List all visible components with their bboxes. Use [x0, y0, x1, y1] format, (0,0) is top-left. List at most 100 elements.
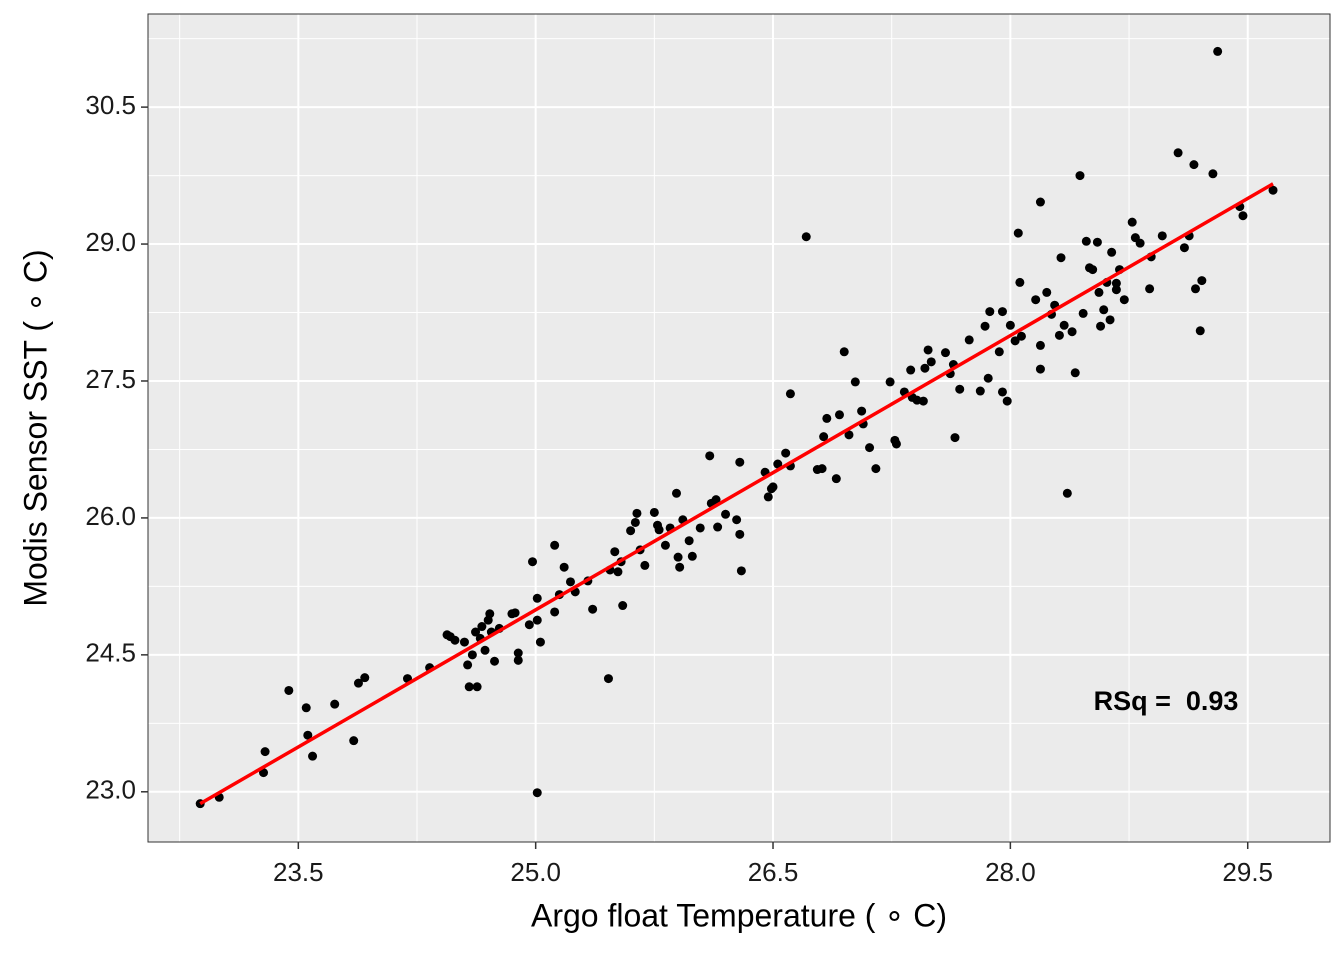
point	[822, 413, 832, 423]
point	[1042, 287, 1052, 297]
point	[1191, 284, 1201, 294]
point	[1145, 284, 1155, 294]
point	[1010, 336, 1020, 346]
point	[736, 566, 746, 576]
point	[450, 635, 460, 645]
point	[513, 655, 523, 665]
y-tick-label: 30.5	[85, 90, 136, 120]
y-tick-label: 26.0	[85, 501, 136, 531]
point	[618, 601, 628, 611]
point	[480, 645, 490, 655]
point	[464, 682, 474, 692]
point	[1135, 238, 1145, 248]
point	[955, 384, 965, 394]
point	[834, 410, 844, 420]
point	[695, 523, 705, 533]
point	[513, 648, 523, 658]
point	[532, 615, 542, 625]
point	[471, 627, 481, 637]
y-axis-title: Modis Sensor SST ( ∘ C)	[17, 249, 53, 606]
point	[1127, 217, 1137, 227]
point	[660, 540, 670, 550]
point	[673, 552, 683, 562]
marks	[195, 46, 1278, 809]
x-tick-label: 29.5	[1222, 857, 1273, 887]
point	[980, 321, 990, 331]
point	[994, 347, 1004, 357]
point	[768, 482, 778, 492]
point	[721, 509, 731, 519]
point	[330, 699, 340, 709]
point	[463, 660, 473, 670]
point	[1099, 305, 1109, 315]
point	[626, 526, 636, 536]
point	[1002, 396, 1012, 406]
point	[1078, 308, 1088, 318]
point	[565, 577, 575, 587]
point	[613, 567, 623, 577]
point	[801, 232, 811, 242]
point	[975, 386, 985, 396]
point	[684, 536, 694, 546]
point	[1035, 340, 1045, 350]
point	[785, 389, 795, 399]
point	[559, 562, 569, 572]
point	[711, 495, 721, 505]
point	[906, 365, 916, 375]
point	[705, 451, 715, 461]
y-tick-label: 23.0	[85, 775, 136, 805]
point	[1059, 320, 1069, 330]
point	[1005, 320, 1015, 330]
point	[997, 387, 1007, 397]
point	[260, 747, 270, 757]
point	[1208, 169, 1218, 179]
panel	[148, 14, 1330, 842]
point	[528, 557, 538, 567]
point	[603, 674, 613, 684]
point	[1031, 295, 1041, 305]
point	[1213, 46, 1223, 56]
y-tick-label: 29.0	[85, 227, 136, 257]
point	[1075, 171, 1085, 181]
point	[1189, 160, 1199, 170]
point	[1238, 211, 1248, 221]
point	[1094, 287, 1104, 297]
point	[985, 307, 995, 317]
point	[687, 551, 697, 561]
point	[732, 515, 742, 525]
point	[1096, 321, 1106, 331]
point	[610, 547, 620, 557]
point	[535, 637, 545, 647]
point	[675, 562, 685, 572]
point	[1111, 278, 1121, 288]
point	[844, 430, 854, 440]
point	[360, 673, 370, 683]
point	[1070, 368, 1080, 378]
point	[1016, 331, 1026, 341]
point	[1105, 315, 1115, 325]
point	[477, 622, 487, 632]
point	[1195, 326, 1205, 336]
point	[871, 464, 881, 474]
point	[303, 730, 313, 740]
point	[885, 377, 895, 387]
point	[857, 406, 867, 416]
point	[308, 751, 318, 761]
point	[781, 448, 791, 458]
point	[459, 637, 469, 647]
point	[920, 363, 930, 373]
point	[1197, 276, 1207, 286]
point	[819, 432, 829, 442]
point	[671, 488, 681, 498]
point	[983, 373, 993, 383]
point	[773, 459, 783, 469]
point	[918, 396, 928, 406]
point	[1015, 277, 1025, 287]
fit-line	[199, 182, 1274, 806]
point	[1035, 197, 1045, 207]
point	[588, 604, 598, 614]
point	[1157, 231, 1167, 241]
point	[1035, 364, 1045, 374]
